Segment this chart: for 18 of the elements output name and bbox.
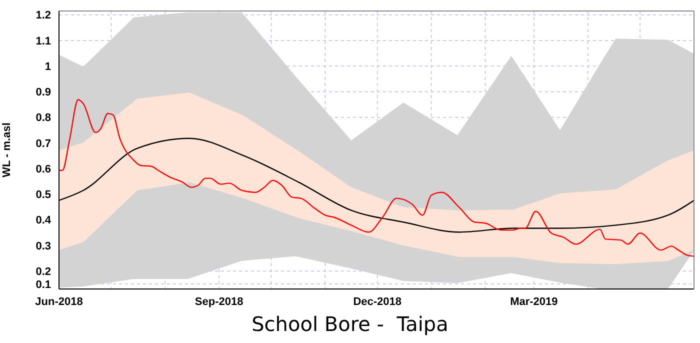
y-axis-title: WL - m.asl	[0, 122, 13, 178]
y-tick-label: 0.2	[36, 266, 51, 278]
x-tick-label: Dec-2018	[353, 296, 402, 308]
y-tick-label: 0.6	[36, 163, 51, 176]
x-tick-label: Mar-2019	[510, 296, 558, 308]
y-tick-label: 0.8	[36, 112, 51, 124]
y-tick-label: 0.5	[36, 189, 51, 202]
y-tick-label: 0.9	[36, 86, 51, 99]
text: School Bore - Taipa	[250, 312, 450, 336]
x-tick-label: Sep-2018	[194, 296, 244, 308]
y-tick-label: 1.2	[36, 10, 51, 22]
y-tick-label: 1	[44, 60, 51, 73]
y-tick-label: 0.3	[36, 240, 51, 252]
y-tick-label: 0.1	[36, 278, 51, 291]
y-tick-label: 1.1	[36, 35, 51, 48]
y-tick-label: 0.7	[36, 138, 51, 150]
x-tick-label: Jun-2018	[35, 296, 83, 308]
y-tick-label: 0.4	[36, 214, 52, 227]
